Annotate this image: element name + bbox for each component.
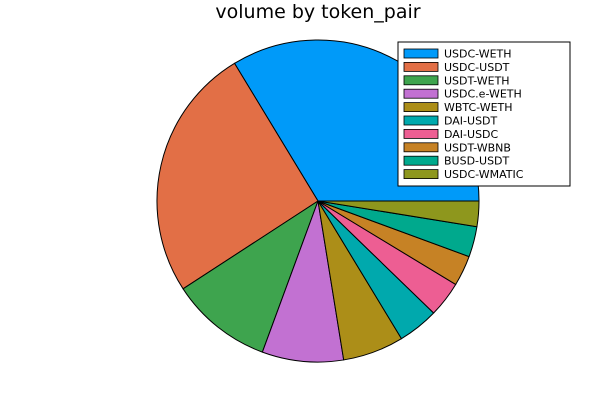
- legend-label: USDC-WETH: [444, 48, 512, 61]
- chart-title: volume by token_pair: [215, 1, 420, 23]
- pie-slice-usdt-weth: [182, 200, 319, 353]
- pie-slice-usdc-wmatic: [317, 200, 480, 228]
- legend-label: DAI-USDC: [444, 128, 499, 141]
- legend-label: USDT-WETH: [444, 74, 510, 87]
- pie-slices: [156, 39, 480, 363]
- legend-label: USDT-WBNB: [444, 141, 511, 154]
- legend-swatch-wbtc-weth: [403, 102, 439, 112]
- legend-swatch-usdc-wmatic: [403, 169, 439, 180]
- legend-label: USDC-USDT: [444, 61, 510, 74]
- legend-swatch-dai-usdc: [403, 128, 439, 139]
- legend-swatch-usdc-e-weth: [403, 88, 439, 99]
- legend-swatch-usdt-wbnb: [403, 142, 439, 153]
- legend: USDC-WETHUSDC-USDTUSDT-WETHUSDC.e-WETHWB…: [397, 41, 571, 187]
- legend-swatch-usdt-weth: [403, 75, 439, 86]
- legend-label: USDC-WMATIC: [444, 168, 524, 181]
- pie-slice-usdc-usdt: [156, 62, 319, 290]
- legend-swatch-dai-usdt: [403, 115, 439, 126]
- legend-swatch-usdc-usdt: [403, 62, 439, 72]
- legend-swatch-usdc-weth: [403, 48, 439, 59]
- legend-swatch-busd-usdt: [403, 155, 439, 166]
- legend-label: BUSD-USDT: [444, 155, 510, 168]
- legend-label: USDC.e-WETH: [444, 88, 522, 101]
- legend-label: WBTC-WETH: [444, 101, 513, 114]
- legend-label: DAI-USDT: [444, 115, 498, 128]
